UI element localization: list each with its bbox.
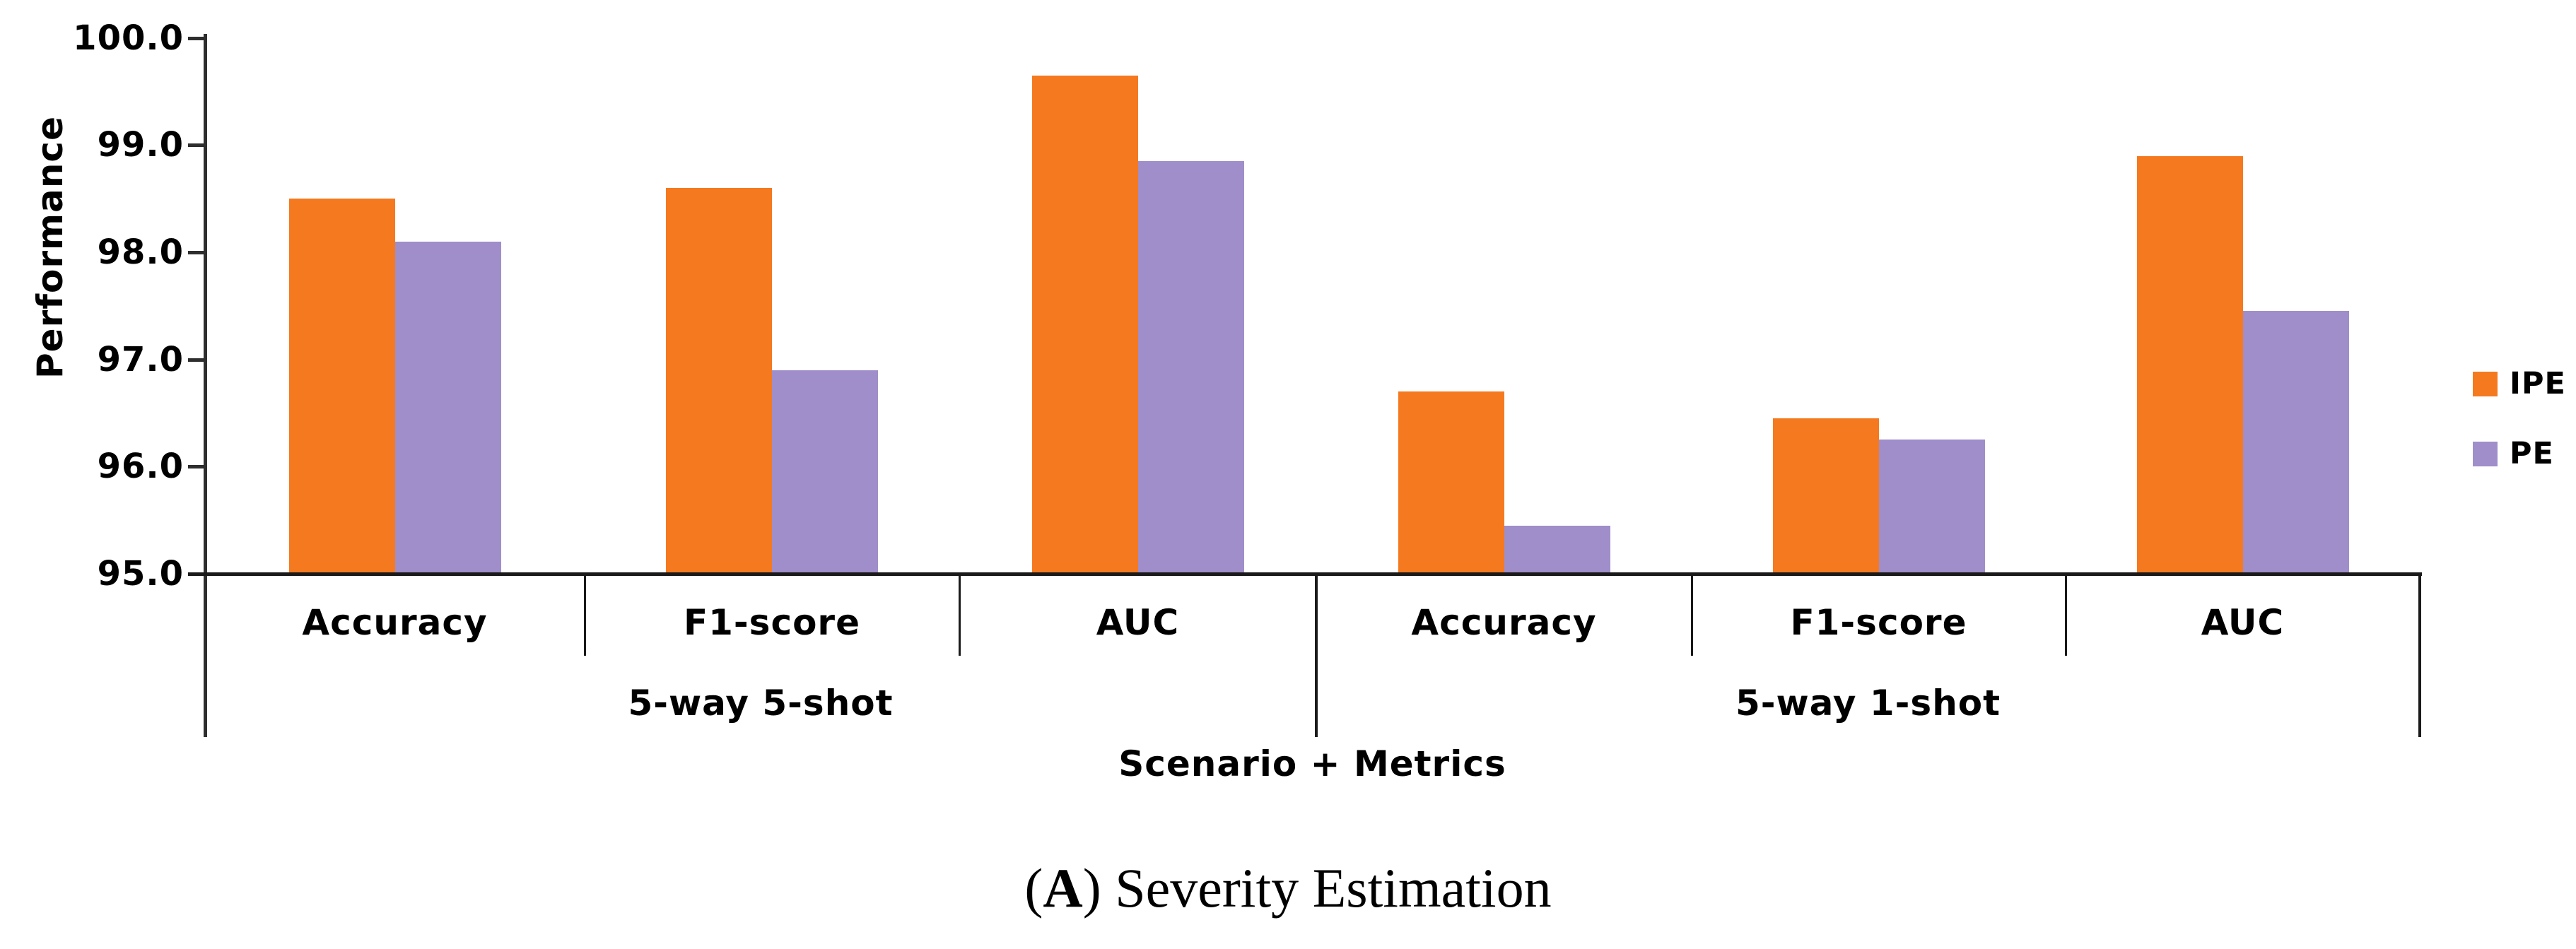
- bar-ipe-1: [666, 188, 772, 574]
- metric-label: AUC: [2201, 602, 2285, 643]
- bar-ipe-5: [2136, 155, 2243, 574]
- bar-pe-5: [2242, 311, 2349, 574]
- y-tick-label: 100.0: [73, 18, 184, 58]
- caption-text: ) Severity Estimation: [1082, 857, 1552, 919]
- metric-label: F1-score: [683, 602, 861, 643]
- metric-label: AUC: [1096, 602, 1180, 643]
- y-tick-label: 96.0: [97, 447, 184, 487]
- plot-area: [288, 75, 2349, 574]
- x-axis-title: Scenario + Metrics: [1118, 743, 1506, 784]
- legend-swatch-pe: [2473, 441, 2498, 466]
- group-label: 5-way 5-shot: [628, 683, 894, 724]
- y-tick: [188, 36, 205, 40]
- group-separator: [1315, 574, 1318, 737]
- y-tick: [188, 465, 205, 469]
- legend-swatch-ipe: [2473, 371, 2498, 396]
- legend-label-ipe: IPE: [2510, 366, 2566, 401]
- metric-label: Accuracy: [1411, 602, 1597, 643]
- y-tick: [188, 143, 205, 148]
- figure-caption: (A) Severity Estimation: [0, 856, 2576, 920]
- y-tick-label: 95.0: [97, 554, 184, 594]
- group-label: 5-way 1-shot: [1735, 683, 2001, 724]
- y-tick-label: 98.0: [97, 232, 184, 273]
- bar-ipe-4: [1772, 418, 1879, 574]
- bar-pe-1: [772, 370, 878, 574]
- group-separator: [2418, 574, 2421, 737]
- bar-pe-4: [1878, 440, 1985, 574]
- metric-label: Accuracy: [302, 602, 488, 643]
- caption-paren-open: (: [1024, 857, 1043, 919]
- metric-separator: [959, 574, 961, 656]
- y-tick: [188, 358, 205, 362]
- legend-item-pe: PE: [2473, 436, 2554, 471]
- legend-item-ipe: IPE: [2473, 366, 2566, 401]
- bar-ipe-0: [288, 199, 395, 574]
- metric-label: F1-score: [1790, 602, 1967, 643]
- x-axis-line: [188, 572, 2422, 576]
- bar-ipe-3: [1398, 391, 1504, 574]
- y-tick-label: 97.0: [97, 339, 184, 379]
- y-tick: [188, 251, 205, 255]
- bar-pe-0: [394, 241, 501, 574]
- bar-ipe-2: [1031, 75, 1138, 574]
- bar-pe-3: [1504, 525, 1610, 574]
- metric-separator: [2065, 574, 2067, 656]
- caption-panel-letter: A: [1043, 857, 1083, 919]
- y-axis-line: [204, 34, 207, 737]
- metric-separator: [584, 574, 586, 656]
- bar-pe-2: [1137, 161, 1244, 574]
- metric-separator: [1691, 574, 1693, 656]
- legend-label-pe: PE: [2510, 436, 2554, 471]
- y-tick-label: 99.0: [97, 125, 184, 165]
